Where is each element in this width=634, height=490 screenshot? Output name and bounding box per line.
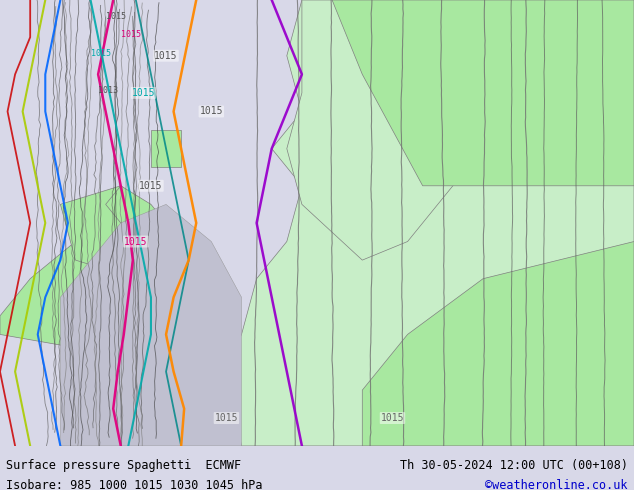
- Polygon shape: [60, 186, 166, 279]
- Text: ©weatheronline.co.uk: ©weatheronline.co.uk: [485, 479, 628, 490]
- Text: 1015: 1015: [124, 237, 148, 246]
- Polygon shape: [362, 242, 634, 446]
- Text: Th 30-05-2024 12:00 UTC (00+108): Th 30-05-2024 12:00 UTC (00+108): [399, 459, 628, 472]
- Text: Surface pressure Spaghetti  ECMWF: Surface pressure Spaghetti ECMWF: [6, 459, 242, 472]
- Text: 1015: 1015: [106, 12, 126, 21]
- Text: 1015: 1015: [139, 181, 163, 191]
- Text: 1013: 1013: [98, 86, 118, 95]
- Text: 1015: 1015: [200, 106, 223, 117]
- Polygon shape: [60, 204, 242, 446]
- Polygon shape: [287, 0, 483, 260]
- Text: 1015: 1015: [215, 413, 238, 423]
- Text: 1015: 1015: [381, 413, 404, 423]
- Text: 1015: 1015: [120, 30, 141, 39]
- Polygon shape: [332, 0, 634, 186]
- Polygon shape: [151, 130, 181, 167]
- Polygon shape: [0, 242, 136, 353]
- Text: 1015: 1015: [154, 51, 178, 61]
- Polygon shape: [226, 0, 634, 446]
- Text: Isobare: 985 1000 1015 1030 1045 hPa: Isobare: 985 1000 1015 1030 1045 hPa: [6, 479, 263, 490]
- Text: 1015: 1015: [132, 88, 155, 98]
- Polygon shape: [106, 186, 211, 335]
- Text: 1015: 1015: [91, 49, 110, 58]
